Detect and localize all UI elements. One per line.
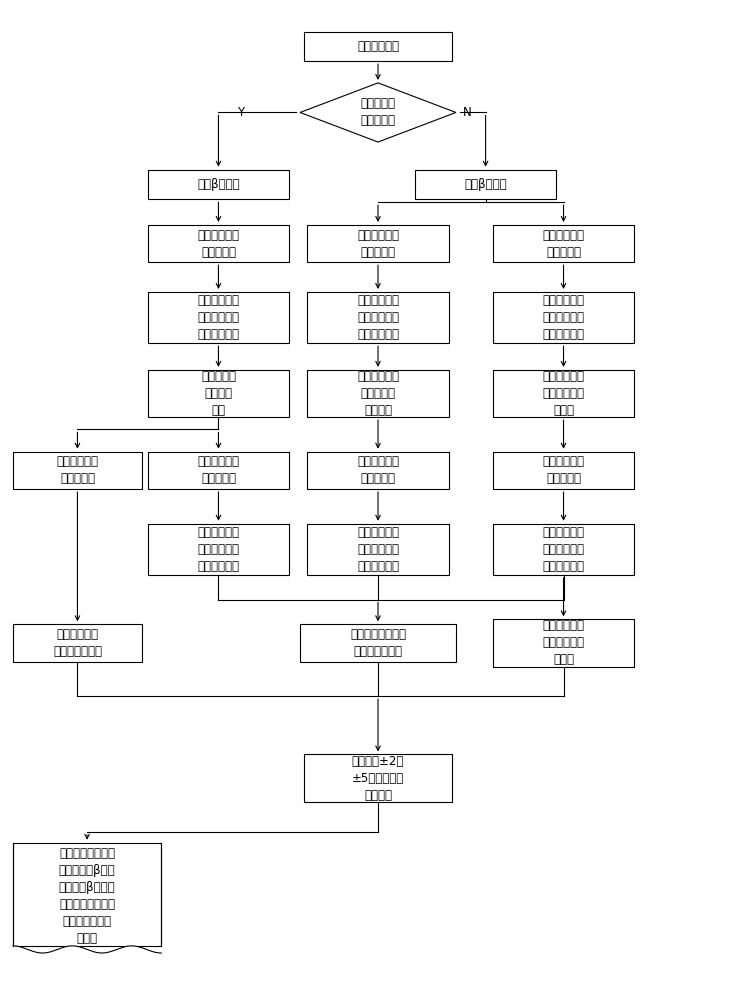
FancyBboxPatch shape [148, 292, 289, 343]
Text: 给定轨道参数: 给定轨道参数 [357, 40, 399, 53]
Text: 构建星载天线
实际热模型: 构建星载天线 实际热模型 [543, 455, 584, 485]
Text: 确定β角极值: 确定β角极值 [464, 178, 507, 191]
FancyBboxPatch shape [13, 624, 142, 662]
FancyBboxPatch shape [148, 225, 289, 262]
Text: 计算简化模型
六个轨道位置
点的温度结果: 计算简化模型 六个轨道位置 点的温度结果 [197, 294, 240, 341]
FancyBboxPatch shape [493, 225, 634, 262]
Text: 瞬时温度最低
时刻作为极低
温工况: 瞬时温度最低 时刻作为极低 温工况 [543, 619, 584, 666]
FancyBboxPatch shape [148, 370, 289, 417]
FancyBboxPatch shape [148, 524, 289, 575]
Text: 判定是否存
在阴影区域: 判定是否存 在阴影区域 [361, 97, 395, 127]
FancyBboxPatch shape [304, 32, 452, 61]
Text: 计算实际模型
在上述两个时
刻的瞬态结果: 计算实际模型 在上述两个时 刻的瞬态结果 [357, 526, 399, 573]
FancyBboxPatch shape [148, 170, 289, 199]
FancyBboxPatch shape [415, 170, 556, 199]
FancyBboxPatch shape [13, 452, 142, 489]
FancyBboxPatch shape [493, 452, 634, 489]
Text: 稳态时间平均
热流较小的两
个时刻: 稳态时间平均 热流较小的两 个时刻 [543, 370, 584, 417]
Text: 阴影最长时刻
作为极低温工况: 阴影最长时刻 作为极低温工况 [53, 628, 102, 658]
Text: 构建星载天线
实际热模型: 构建星载天线 实际热模型 [57, 455, 98, 485]
Text: 计算简化模型
六个轨道位置
点的稳态结果: 计算简化模型 六个轨道位置 点的稳态结果 [357, 294, 399, 341]
Text: 构建星载天线
实际热模型: 构建星载天线 实际热模型 [197, 455, 240, 485]
FancyBboxPatch shape [493, 524, 634, 575]
FancyBboxPatch shape [308, 225, 448, 262]
Text: Y: Y [237, 106, 244, 119]
Text: 计算实际模型
在上述两个时
刻的瞬态结果: 计算实际模型 在上述两个时 刻的瞬态结果 [197, 526, 240, 573]
FancyBboxPatch shape [308, 452, 448, 489]
FancyBboxPatch shape [308, 524, 448, 575]
Text: 星载天线六个轨道
位置点为：β角最
大时刻、β角最小
时刻、春分日、夏
至日、秋分日和
冬至日: 星载天线六个轨道 位置点为：β角最 大时刻、β角最小 时刻、春分日、夏 至日、秋… [59, 847, 116, 945]
FancyBboxPatch shape [304, 754, 452, 802]
Text: 构建星载天线
简化热模型: 构建星载天线 简化热模型 [543, 229, 584, 259]
FancyBboxPatch shape [308, 370, 448, 417]
FancyBboxPatch shape [493, 370, 634, 417]
Text: 计算实际模型
在上述两个时
刻的瞬态结果: 计算实际模型 在上述两个时 刻的瞬态结果 [543, 526, 584, 573]
Text: 与该工况±2、
±5天温度结果
进行比较: 与该工况±2、 ±5天温度结果 进行比较 [352, 755, 404, 802]
FancyBboxPatch shape [493, 619, 634, 667]
Text: 稳态时间平均
热流较大的
两个时刻: 稳态时间平均 热流较大的 两个时刻 [357, 370, 399, 417]
Text: 稳态与瞬态
热流最大
时刻: 稳态与瞬态 热流最大 时刻 [201, 370, 236, 417]
FancyBboxPatch shape [13, 843, 161, 946]
Text: 确定β角极值: 确定β角极值 [197, 178, 240, 191]
Text: 瞬时温度最高时刻
作为极高温工况: 瞬时温度最高时刻 作为极高温工况 [350, 628, 406, 658]
FancyBboxPatch shape [148, 452, 289, 489]
FancyBboxPatch shape [308, 292, 448, 343]
Text: 构建星载天线
简化热模型: 构建星载天线 简化热模型 [357, 229, 399, 259]
Text: 构建星载天线
简化热模型: 构建星载天线 简化热模型 [197, 229, 240, 259]
Text: N: N [463, 106, 472, 119]
Polygon shape [300, 83, 456, 142]
FancyBboxPatch shape [300, 624, 456, 662]
FancyBboxPatch shape [493, 292, 634, 343]
Text: 构建星载天线
实际热模型: 构建星载天线 实际热模型 [357, 455, 399, 485]
Text: 计算简化模型
六个轨道位置
点的稳态结果: 计算简化模型 六个轨道位置 点的稳态结果 [543, 294, 584, 341]
